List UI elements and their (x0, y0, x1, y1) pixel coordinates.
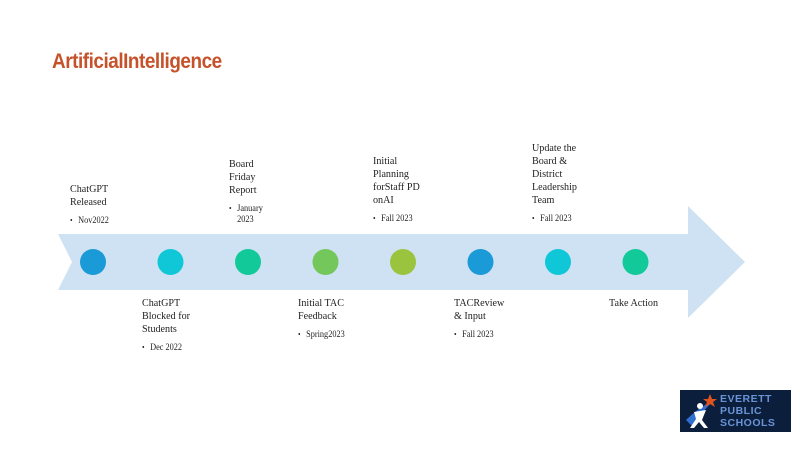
page-title: ArtificialIntelligence (52, 50, 222, 73)
milestone-dot-6 (467, 249, 494, 275)
milestone-label-6: TACReview & Input • Fall 2023 (454, 297, 505, 339)
logo-line-1: EVERETT (720, 393, 772, 405)
milestone-dot-4 (312, 249, 339, 275)
milestone-label-3: Board Friday Report • January 2023 (229, 158, 263, 224)
milestone-date: Dec 2022 (150, 342, 183, 352)
milestone-title: TACReview & Input (454, 297, 505, 322)
milestone-label-4: Initial TAC Feedback • Spring2023 (298, 297, 345, 339)
milestone-dot-3 (235, 249, 261, 275)
milestone-date: January 2023 (237, 203, 263, 224)
milestone-title: Initial TAC Feedback (298, 297, 344, 322)
milestone-date: Nov2022 (78, 215, 109, 225)
milestone-dot-2 (157, 249, 184, 275)
logo-line-2: PUBLIC (720, 405, 763, 417)
milestone-date: Fall 2023 (540, 213, 572, 223)
milestone-date: Fall 2023 (462, 329, 494, 339)
milestone-date: Fall 2023 (381, 213, 413, 223)
milestone-label-1: ChatGPT Released • Nov2022 (70, 183, 109, 225)
milestone-title: Initial Planning forStaff PD onAI (373, 155, 420, 206)
star-person-icon (686, 394, 717, 428)
milestone-title: Update the Board & District Leadership T… (532, 142, 577, 206)
milestone-dot-8 (622, 249, 649, 275)
milestone-dot-5 (390, 249, 416, 275)
logo-line-3: SCHOOLS (720, 417, 776, 429)
milestone-label-2: ChatGPT Blocked for Students • Dec 2022 (142, 297, 191, 352)
milestone-title: Take Action (609, 297, 659, 309)
milestone-title: ChatGPT Released (70, 183, 109, 208)
milestone-date: Spring2023 (306, 329, 345, 339)
milestone-title: Board Friday Report (229, 158, 257, 196)
milestone-dot-1 (80, 249, 106, 275)
milestone-label-7: Update the Board & District Leadership T… (532, 142, 577, 223)
milestone-label-8: Take Action (609, 297, 658, 310)
milestone-label-5: Initial Planning forStaff PD onAI • Fall … (373, 155, 420, 223)
everett-public-schools-logo: EVERETT PUBLIC SCHOOLS (680, 390, 791, 432)
milestone-title: ChatGPT Blocked for Students (142, 297, 191, 335)
milestone-dot-7 (545, 249, 571, 275)
